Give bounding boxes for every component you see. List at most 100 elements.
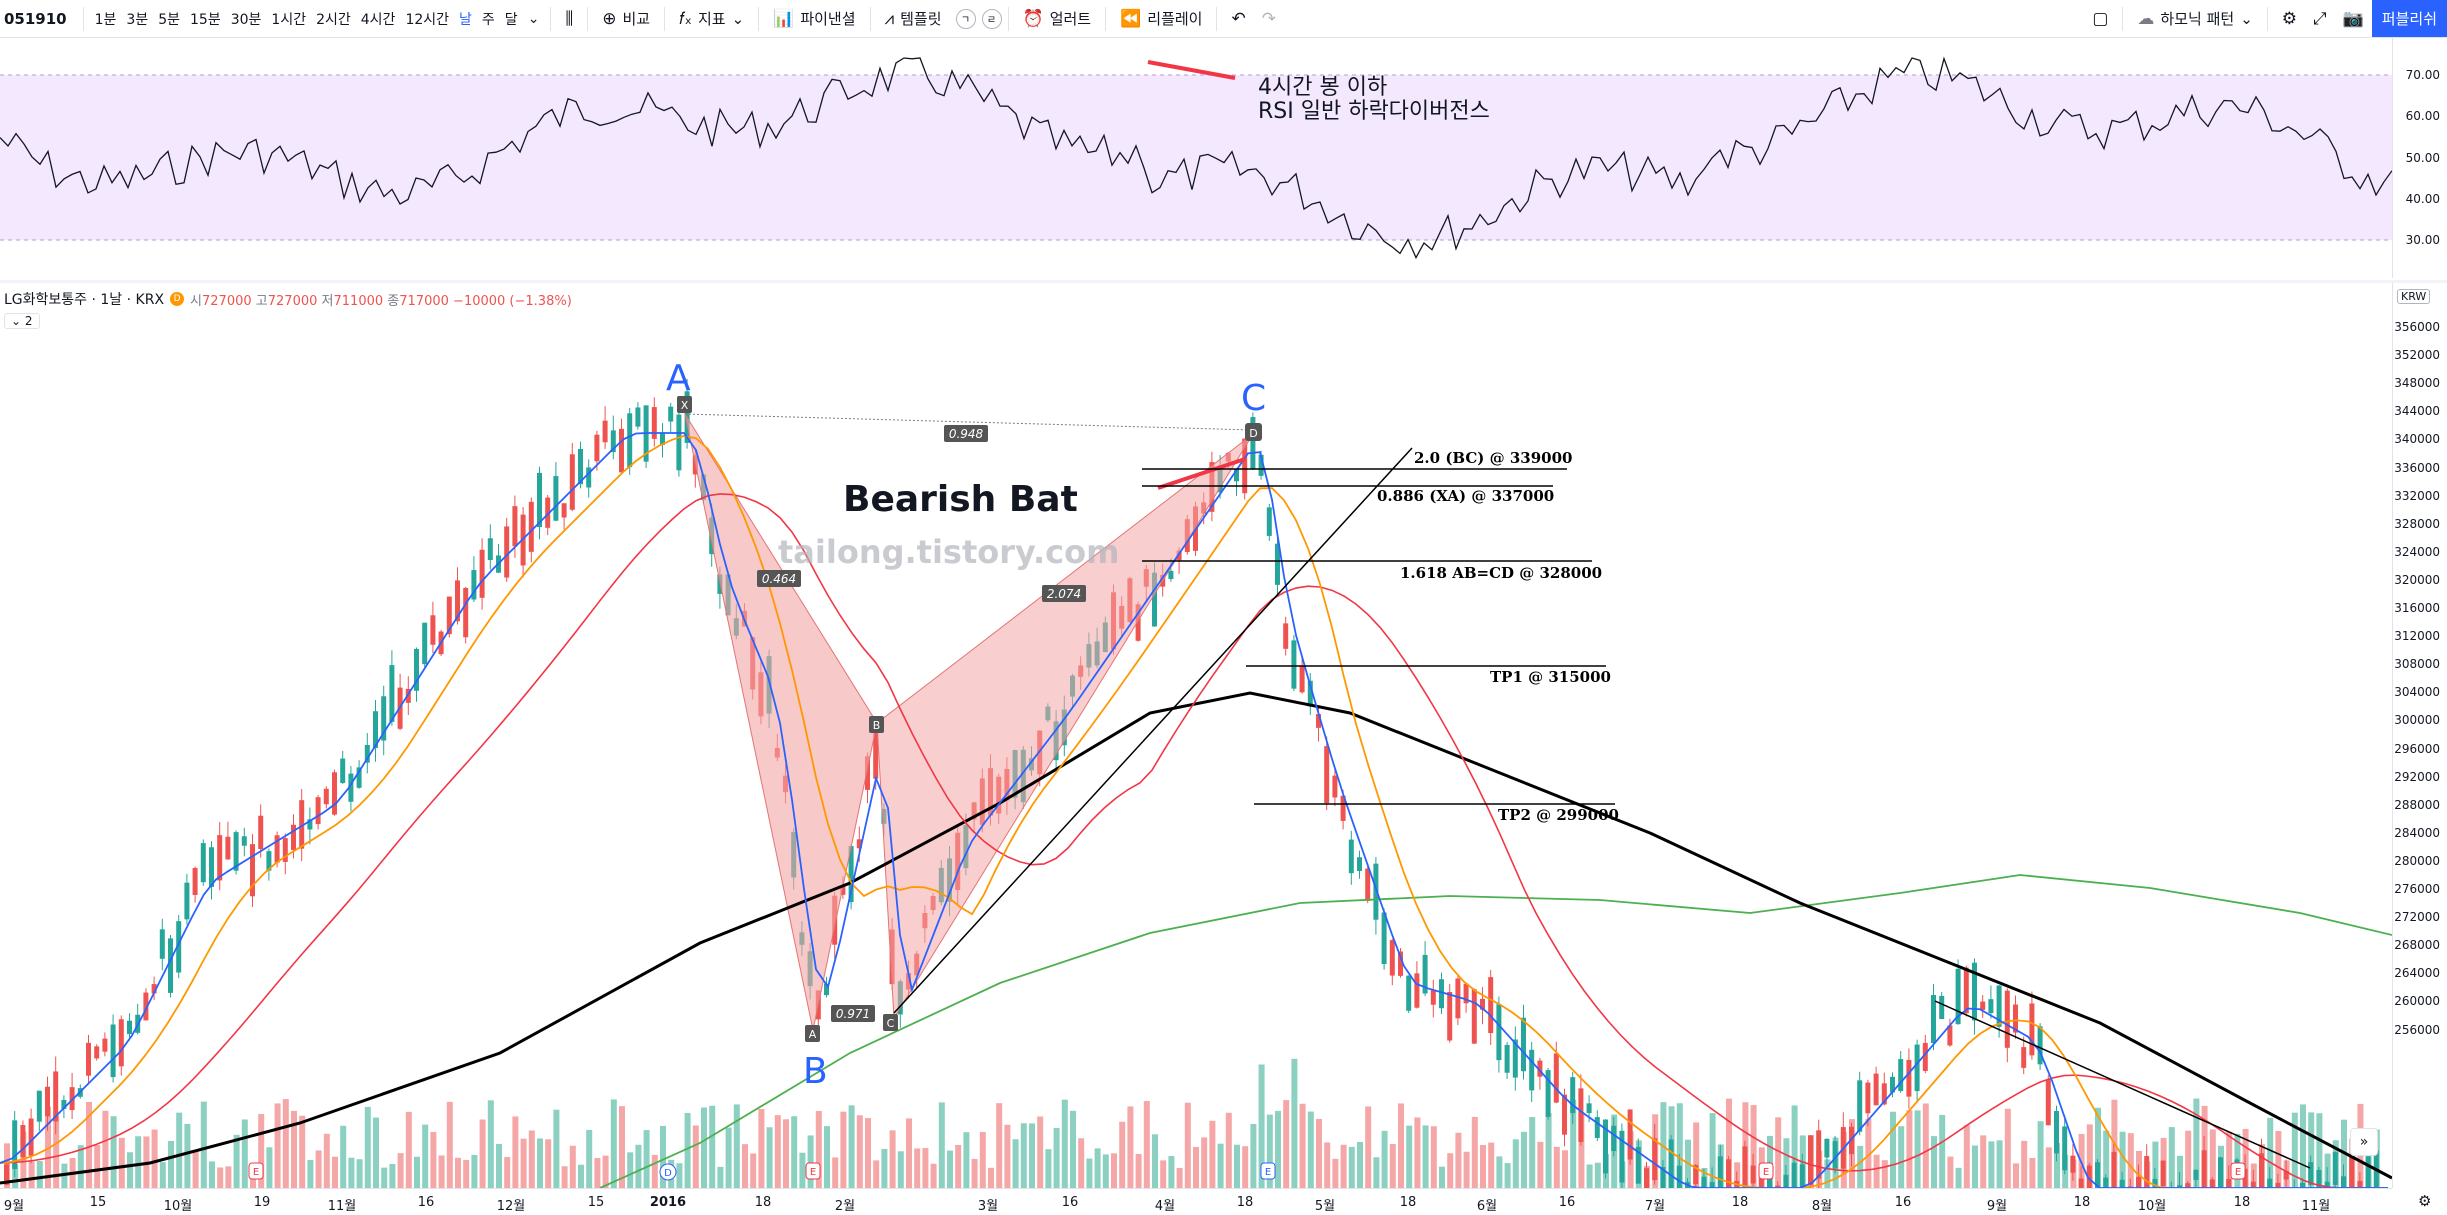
candle-body	[2136, 1176, 2141, 1188]
candle-body	[1504, 1044, 1510, 1073]
financials-button[interactable]: 📊 파이낸셜	[773, 8, 856, 29]
fullscreen-button[interactable]: ⤢	[2305, 9, 2335, 29]
series-legend[interactable]: LG화학보통주 · 1날 · KRX D 시727000 고727000 저71…	[4, 289, 572, 309]
ratio-bd: 2.074	[1042, 585, 1086, 602]
tf-month[interactable]: 달	[504, 11, 518, 28]
screenshot-button[interactable]: 📷	[2335, 9, 2372, 29]
time-axis-label: 18	[1236, 1195, 1254, 1210]
time-axis[interactable]: 9월 15 10월 19 11월 16 12월 15 2016 18 2월 3월 16 4월 18 5월 18 6…	[0, 1188, 2392, 1215]
volume-bar	[1439, 1166, 1445, 1188]
volume-bar	[1398, 1103, 1404, 1188]
trendline[interactable]	[893, 447, 1413, 1014]
tf-15m[interactable]: 15분	[190, 11, 221, 28]
volume-bar	[2127, 1133, 2134, 1188]
volume-bar	[135, 1136, 142, 1188]
candle-body	[1545, 1070, 1551, 1117]
level-label-tp1: TP1 @ 315000	[1490, 668, 1611, 686]
volume-bar	[1307, 1111, 1314, 1188]
replay-button[interactable]: ⏪ 리플레이	[1120, 8, 1203, 29]
indicator-collapse-button[interactable]: ⌄ 2	[4, 313, 40, 329]
candle-body	[192, 867, 198, 895]
candle-body	[1881, 1083, 1887, 1105]
event-earnings-icon[interactable]: E	[1758, 1162, 1774, 1180]
time-axis-label: 18	[2233, 1195, 2251, 1210]
templates-button[interactable]: ⩘ 템플릿	[884, 8, 942, 29]
compare-button[interactable]: ⊕ 비교	[602, 8, 651, 29]
tf-1m[interactable]: 1분	[94, 11, 117, 28]
volume-bar	[758, 1108, 765, 1188]
tag-x[interactable]: X	[677, 396, 692, 413]
volume-bar	[217, 1167, 224, 1188]
candle-body	[1570, 1077, 1576, 1114]
candle-body	[1398, 951, 1403, 976]
time-axis-label: 15	[587, 1195, 605, 1210]
price-axis-label: 340000	[2394, 432, 2440, 447]
volume-bar	[1143, 1101, 1150, 1188]
currency-selector[interactable]: KRW	[2397, 289, 2431, 304]
alert-button[interactable]: ⏰ 얼러트	[1022, 8, 1092, 29]
tag-a[interactable]: A	[805, 1025, 820, 1042]
tf-2h[interactable]: 2시간	[316, 11, 351, 28]
candle-body	[2185, 1183, 2191, 1188]
tf-12h[interactable]: 12시간	[405, 11, 450, 28]
undo-button[interactable]: ↶	[1223, 9, 1253, 29]
candle-body	[348, 773, 354, 802]
layout-icon[interactable]: ▢	[2092, 8, 2109, 29]
level-label-tp2: TP2 @ 299000	[1498, 806, 1619, 824]
candles-icon[interactable]: ⫼	[565, 8, 574, 29]
rsi-pane[interactable]: 4시간 봉 이하 RSI 일반 하락다이버전스	[0, 38, 2392, 278]
indicators-button[interactable]: 𝑓ₓ 지표 ⌄	[679, 8, 745, 29]
candle-body	[1463, 983, 1469, 1004]
volume-bar	[922, 1148, 929, 1188]
volume-bar	[1881, 1160, 1888, 1188]
volume-bar	[45, 1106, 51, 1188]
tf-day[interactable]: 날	[459, 11, 472, 28]
tf-5m[interactable]: 5분	[158, 11, 181, 28]
event-earnings-icon[interactable]: E	[805, 1162, 821, 1180]
event-dividend-icon[interactable]: D	[659, 1163, 677, 1181]
candle-body	[299, 800, 305, 849]
candle-body	[1340, 795, 1346, 821]
badge-icon[interactable]: ㄱ	[955, 8, 976, 29]
event-earnings-icon[interactable]: E	[1260, 1162, 1276, 1180]
tag-b[interactable]: B	[869, 716, 884, 733]
tag-c[interactable]: C	[883, 1014, 898, 1031]
publish-button[interactable]: 퍼블리쉬	[2371, 0, 2447, 37]
main-chart-pane[interactable]: 2.0 (BC) @ 339000 0.886 (XA) @ 337000 1.…	[0, 283, 2392, 1188]
volume-bar	[815, 1111, 822, 1188]
harmonic-pattern-button[interactable]: ☁ 하모닉 패턴 ⌄	[2137, 8, 2253, 29]
candle-body	[1562, 1094, 1567, 1135]
candle-body	[307, 819, 313, 830]
candle-body	[1152, 572, 1157, 627]
symbol-search[interactable]: 051910	[4, 9, 67, 28]
volume-bar	[840, 1111, 847, 1188]
event-earnings-icon[interactable]: E	[248, 1162, 264, 1180]
settings-button[interactable]: ⚙	[2274, 9, 2305, 29]
volume-bar	[2275, 1131, 2282, 1188]
event-earnings-icon[interactable]: E	[2230, 1162, 2246, 1180]
scroll-right-icon[interactable]: »	[2350, 1128, 2378, 1156]
pane-separator[interactable]	[0, 280, 2447, 283]
tf-3m[interactable]: 3분	[126, 11, 149, 28]
chevron-down-icon: ⌄	[2240, 9, 2253, 28]
volume-bar	[684, 1112, 691, 1188]
chevron-down-icon[interactable]: ⌄	[527, 10, 540, 27]
price-axis[interactable]: 356000 352000 348000 344000 340000 336000 3320…	[2392, 283, 2447, 1188]
volume-bar	[1299, 1103, 1306, 1188]
badge-icon[interactable]: ㄹ	[981, 8, 1002, 29]
candle-body	[1906, 1059, 1912, 1097]
candle-body	[405, 688, 411, 703]
gear-icon[interactable]: ⚙	[2418, 1192, 2432, 1210]
volume-bar	[602, 1155, 609, 1188]
tf-30m[interactable]: 30분	[230, 11, 262, 28]
tf-week[interactable]: 주	[481, 11, 495, 28]
volume-bar	[865, 1118, 871, 1188]
tag-d[interactable]: D	[1245, 423, 1262, 441]
trendline[interactable]	[1934, 1000, 2311, 1169]
tf-4h[interactable]: 4시간	[360, 11, 396, 28]
candle-body	[168, 938, 173, 993]
tf-1h[interactable]: 1시간	[271, 11, 307, 28]
time-axis-label: 11월	[2301, 1199, 2331, 1214]
volume-bar	[307, 1159, 314, 1188]
redo-button[interactable]: ↷	[1254, 9, 1284, 29]
